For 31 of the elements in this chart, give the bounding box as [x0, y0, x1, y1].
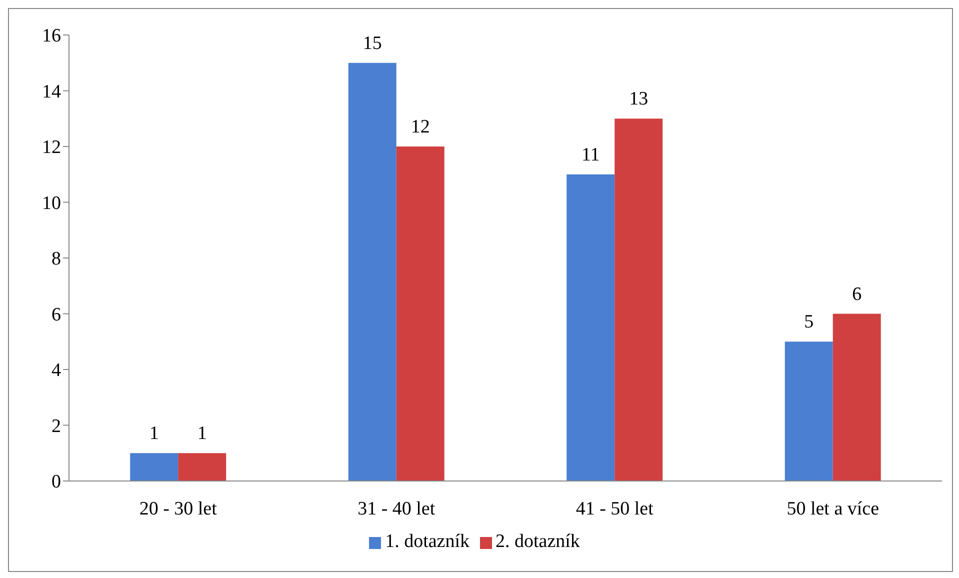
bar: [396, 146, 444, 481]
data-label: 5: [804, 312, 814, 333]
y-tick-label: 16: [42, 26, 61, 47]
x-tick-label: 20 - 30 let: [139, 498, 218, 520]
data-label: 11: [581, 144, 600, 166]
bar: [348, 62, 396, 481]
y-tick-label: 6: [52, 304, 61, 326]
y-tick-label: 0: [52, 472, 61, 493]
data-label: 15: [362, 32, 382, 54]
legend-label: 2. dotazník: [496, 531, 580, 552]
x-tick-label: 31 - 40 let: [358, 498, 436, 520]
y-tick-label: 4: [52, 360, 62, 382]
bar: [784, 342, 833, 481]
x-tick-label: 41 - 50 let: [576, 498, 654, 520]
bar: [832, 314, 881, 481]
y-tick-label: 14: [42, 81, 62, 102]
data-label: 13: [629, 88, 648, 110]
bar: [614, 118, 663, 481]
data-label: 6: [852, 284, 862, 305]
bar: [566, 174, 615, 481]
y-tick-label: 8: [52, 248, 61, 270]
x-tick-label: 50 let a více: [786, 498, 880, 520]
legend-label: 1. dotazník: [385, 531, 470, 552]
y-tick-label: 10: [42, 192, 61, 214]
data-label: 1: [197, 423, 207, 444]
y-tick-label: 2: [52, 416, 61, 437]
data-label: 12: [410, 116, 430, 138]
data-label: 1: [149, 423, 159, 444]
bar: [130, 453, 178, 481]
bar: [178, 453, 226, 481]
y-tick-label: 12: [42, 137, 61, 158]
